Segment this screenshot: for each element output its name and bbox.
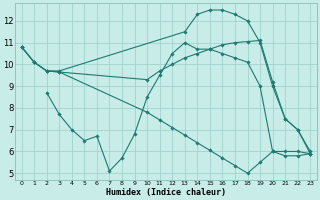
X-axis label: Humidex (Indice chaleur): Humidex (Indice chaleur) <box>106 188 226 197</box>
